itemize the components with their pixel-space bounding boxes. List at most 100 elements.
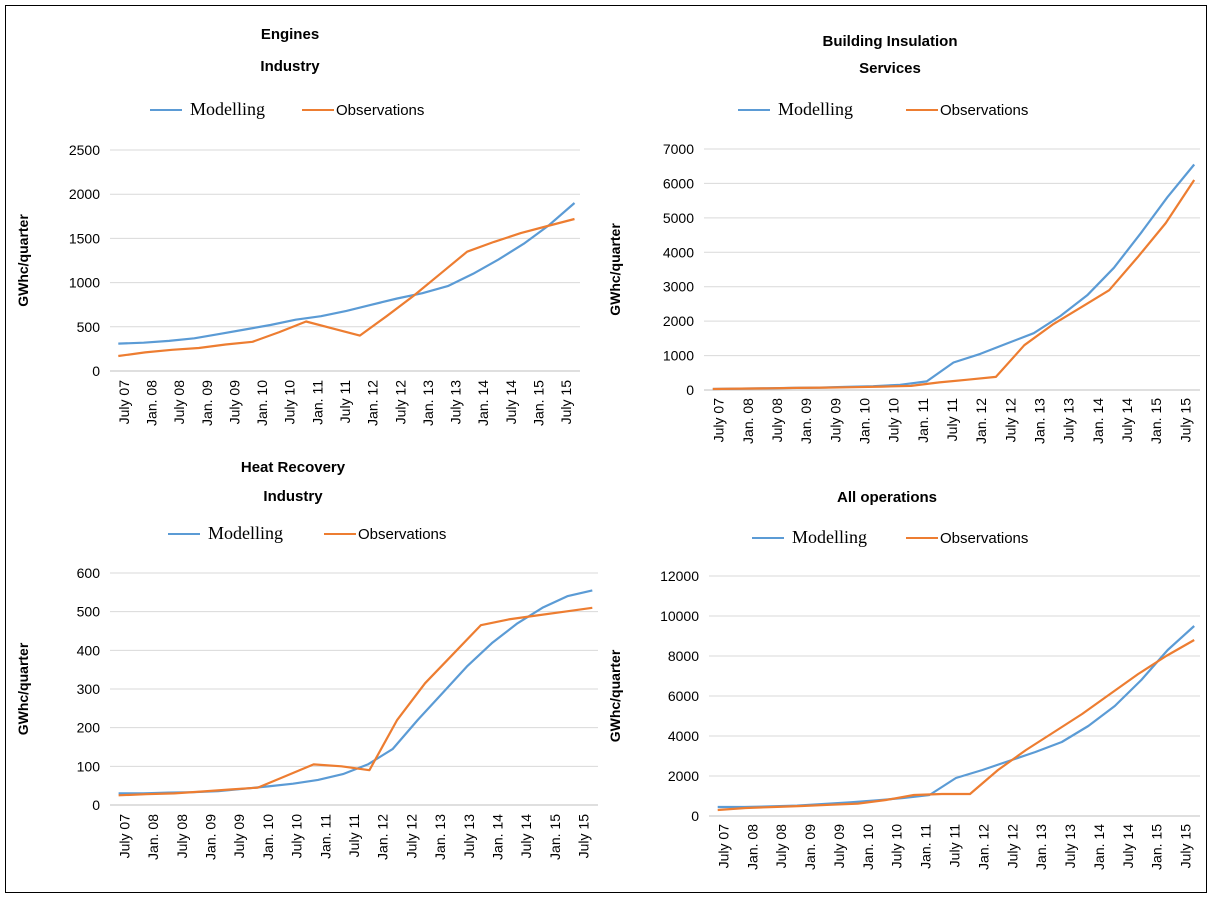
chart-all-operations: All operations Modelling Observations 0 2000… [607, 489, 1200, 870]
y-tick-label: 500 [77, 604, 101, 620]
chart-title-line: All operations [837, 489, 937, 506]
y-tick-label: 0 [92, 797, 100, 813]
x-tick-label: July 15 [576, 814, 592, 859]
chart-title-line: Heat Recovery [241, 459, 346, 476]
chart-engines-industry: Engines Industry Modelling Observations 0 500… [15, 26, 580, 426]
x-tick-label: July 12 [392, 380, 408, 425]
x-tick-label: Jan. 13 [432, 814, 448, 860]
x-tick-label: Jan. 12 [975, 824, 991, 870]
x-tick-label: July 12 [1004, 824, 1020, 869]
x-tick-label: Jan. 08 [143, 380, 159, 426]
y-tick-label: 6000 [663, 175, 694, 191]
chart-title-line: Services [859, 60, 921, 77]
chart-heat-recovery-industry: Heat Recovery Industry Modelling Observatio… [15, 459, 598, 860]
y-tick-label: 0 [691, 808, 699, 824]
y-tick-label: 2000 [69, 186, 100, 202]
series-line-modelling [118, 202, 576, 345]
y-tick-label: 2000 [668, 768, 699, 784]
y-tick-label: 7000 [663, 141, 694, 157]
legend-label-observations: Observations [358, 526, 446, 543]
y-axis-label: GWhc/quarter [15, 642, 31, 735]
x-tick-label: July 11 [337, 380, 353, 424]
y-tick-label: 0 [686, 382, 694, 398]
x-tick-label: July 11 [346, 814, 362, 858]
x-tick-label: Jan. 09 [202, 814, 218, 860]
x-tick-label: July 09 [231, 814, 247, 859]
x-tick-label: Jan. 10 [254, 380, 270, 426]
x-tick-label: July 13 [1062, 824, 1078, 869]
x-tick-label: Jan. 14 [475, 380, 491, 426]
series-line-observations [717, 639, 1195, 812]
x-tick-label: Jan. 10 [260, 814, 276, 860]
y-tick-label: 8000 [668, 648, 699, 664]
x-tick-label: July 09 [226, 380, 242, 425]
legend-label-modelling: Modelling [792, 527, 867, 547]
x-tick-label: Jan. 11 [317, 814, 333, 859]
x-tick-label: July 13 [1061, 398, 1077, 443]
x-tick-label: Jan. 15 [1149, 824, 1165, 870]
x-tick-label: Jan. 08 [744, 824, 760, 870]
x-tick-label: July 13 [448, 380, 464, 425]
x-tick-label: July 14 [1120, 824, 1136, 869]
x-tick-label: Jan. 14 [1091, 824, 1107, 870]
x-tick-label: Jan. 11 [309, 380, 325, 425]
x-tick-label: July 08 [174, 814, 190, 859]
y-tick-label: 2500 [69, 142, 100, 158]
x-tick-label: July 14 [503, 380, 519, 425]
x-tick-label: Jan. 08 [145, 814, 161, 860]
legend: Modelling Observations [168, 523, 446, 543]
x-tick-label: Jan. 09 [199, 380, 215, 426]
x-tick-label: Jan. 12 [365, 380, 381, 426]
x-tick-label: Jan. 12 [375, 814, 391, 860]
legend-label-observations: Observations [940, 102, 1028, 119]
x-tick-label: July 08 [773, 824, 789, 869]
legend-label-modelling: Modelling [778, 99, 853, 119]
x-tick-label: Jan. 13 [420, 380, 436, 426]
x-tick-label: Jan. 15 [1148, 398, 1164, 444]
x-tick-label: July 10 [282, 380, 298, 425]
x-tick-label: Jan. 12 [973, 398, 989, 444]
series-line-modelling [717, 625, 1195, 809]
y-tick-label: 200 [77, 720, 101, 736]
y-tick-label: 500 [77, 319, 101, 335]
y-tick-label: 300 [77, 681, 101, 697]
y-tick-label: 1500 [69, 230, 100, 246]
x-tick-label: July 15 [1177, 398, 1193, 443]
x-tick-label: July 11 [944, 398, 960, 442]
x-tick-label: Jan. 14 [490, 814, 506, 860]
x-tick-label: July 15 [558, 380, 574, 425]
x-tick-label: July 10 [289, 814, 305, 859]
legend-label-observations: Observations [336, 102, 424, 119]
x-tick-label: Jan. 09 [798, 398, 814, 444]
y-tick-label: 5000 [663, 210, 694, 226]
x-tick-label: July 09 [831, 824, 847, 869]
y-tick-label: 600 [77, 565, 101, 581]
y-tick-label: 10000 [660, 608, 699, 624]
x-tick-label: Jan. 11 [918, 824, 934, 869]
y-axis-label: GWhc/quarter [607, 649, 623, 742]
x-tick-label: July 09 [827, 398, 843, 443]
legend: Modelling Observations [752, 527, 1028, 547]
x-tick-label: Jan. 11 [915, 398, 931, 443]
legend-label-observations: Observations [940, 530, 1028, 547]
x-tick-label: July 07 [116, 380, 132, 425]
legend: Modelling Observations [738, 99, 1028, 119]
x-tick-label: Jan. 13 [1033, 824, 1049, 870]
chart-title-line: Engines [261, 26, 319, 43]
y-tick-label: 6000 [668, 688, 699, 704]
x-tick-label: July 15 [1178, 824, 1194, 869]
x-tick-label: July 11 [947, 824, 963, 868]
legend-label-modelling: Modelling [190, 99, 265, 119]
x-tick-label: Jan. 09 [802, 824, 818, 870]
y-tick-label: 1000 [69, 275, 100, 291]
series-line-observations [712, 179, 1196, 391]
x-tick-label: Jan. 15 [547, 814, 563, 860]
x-tick-label: July 08 [171, 380, 187, 425]
figure-frame [5, 5, 1207, 893]
series-line-observations [118, 606, 593, 797]
series-line-observations [118, 217, 575, 358]
x-tick-label: July 13 [461, 814, 477, 859]
legend-label-modelling: Modelling [208, 523, 283, 543]
y-tick-label: 0 [92, 363, 100, 379]
x-tick-label: July 12 [403, 814, 419, 859]
